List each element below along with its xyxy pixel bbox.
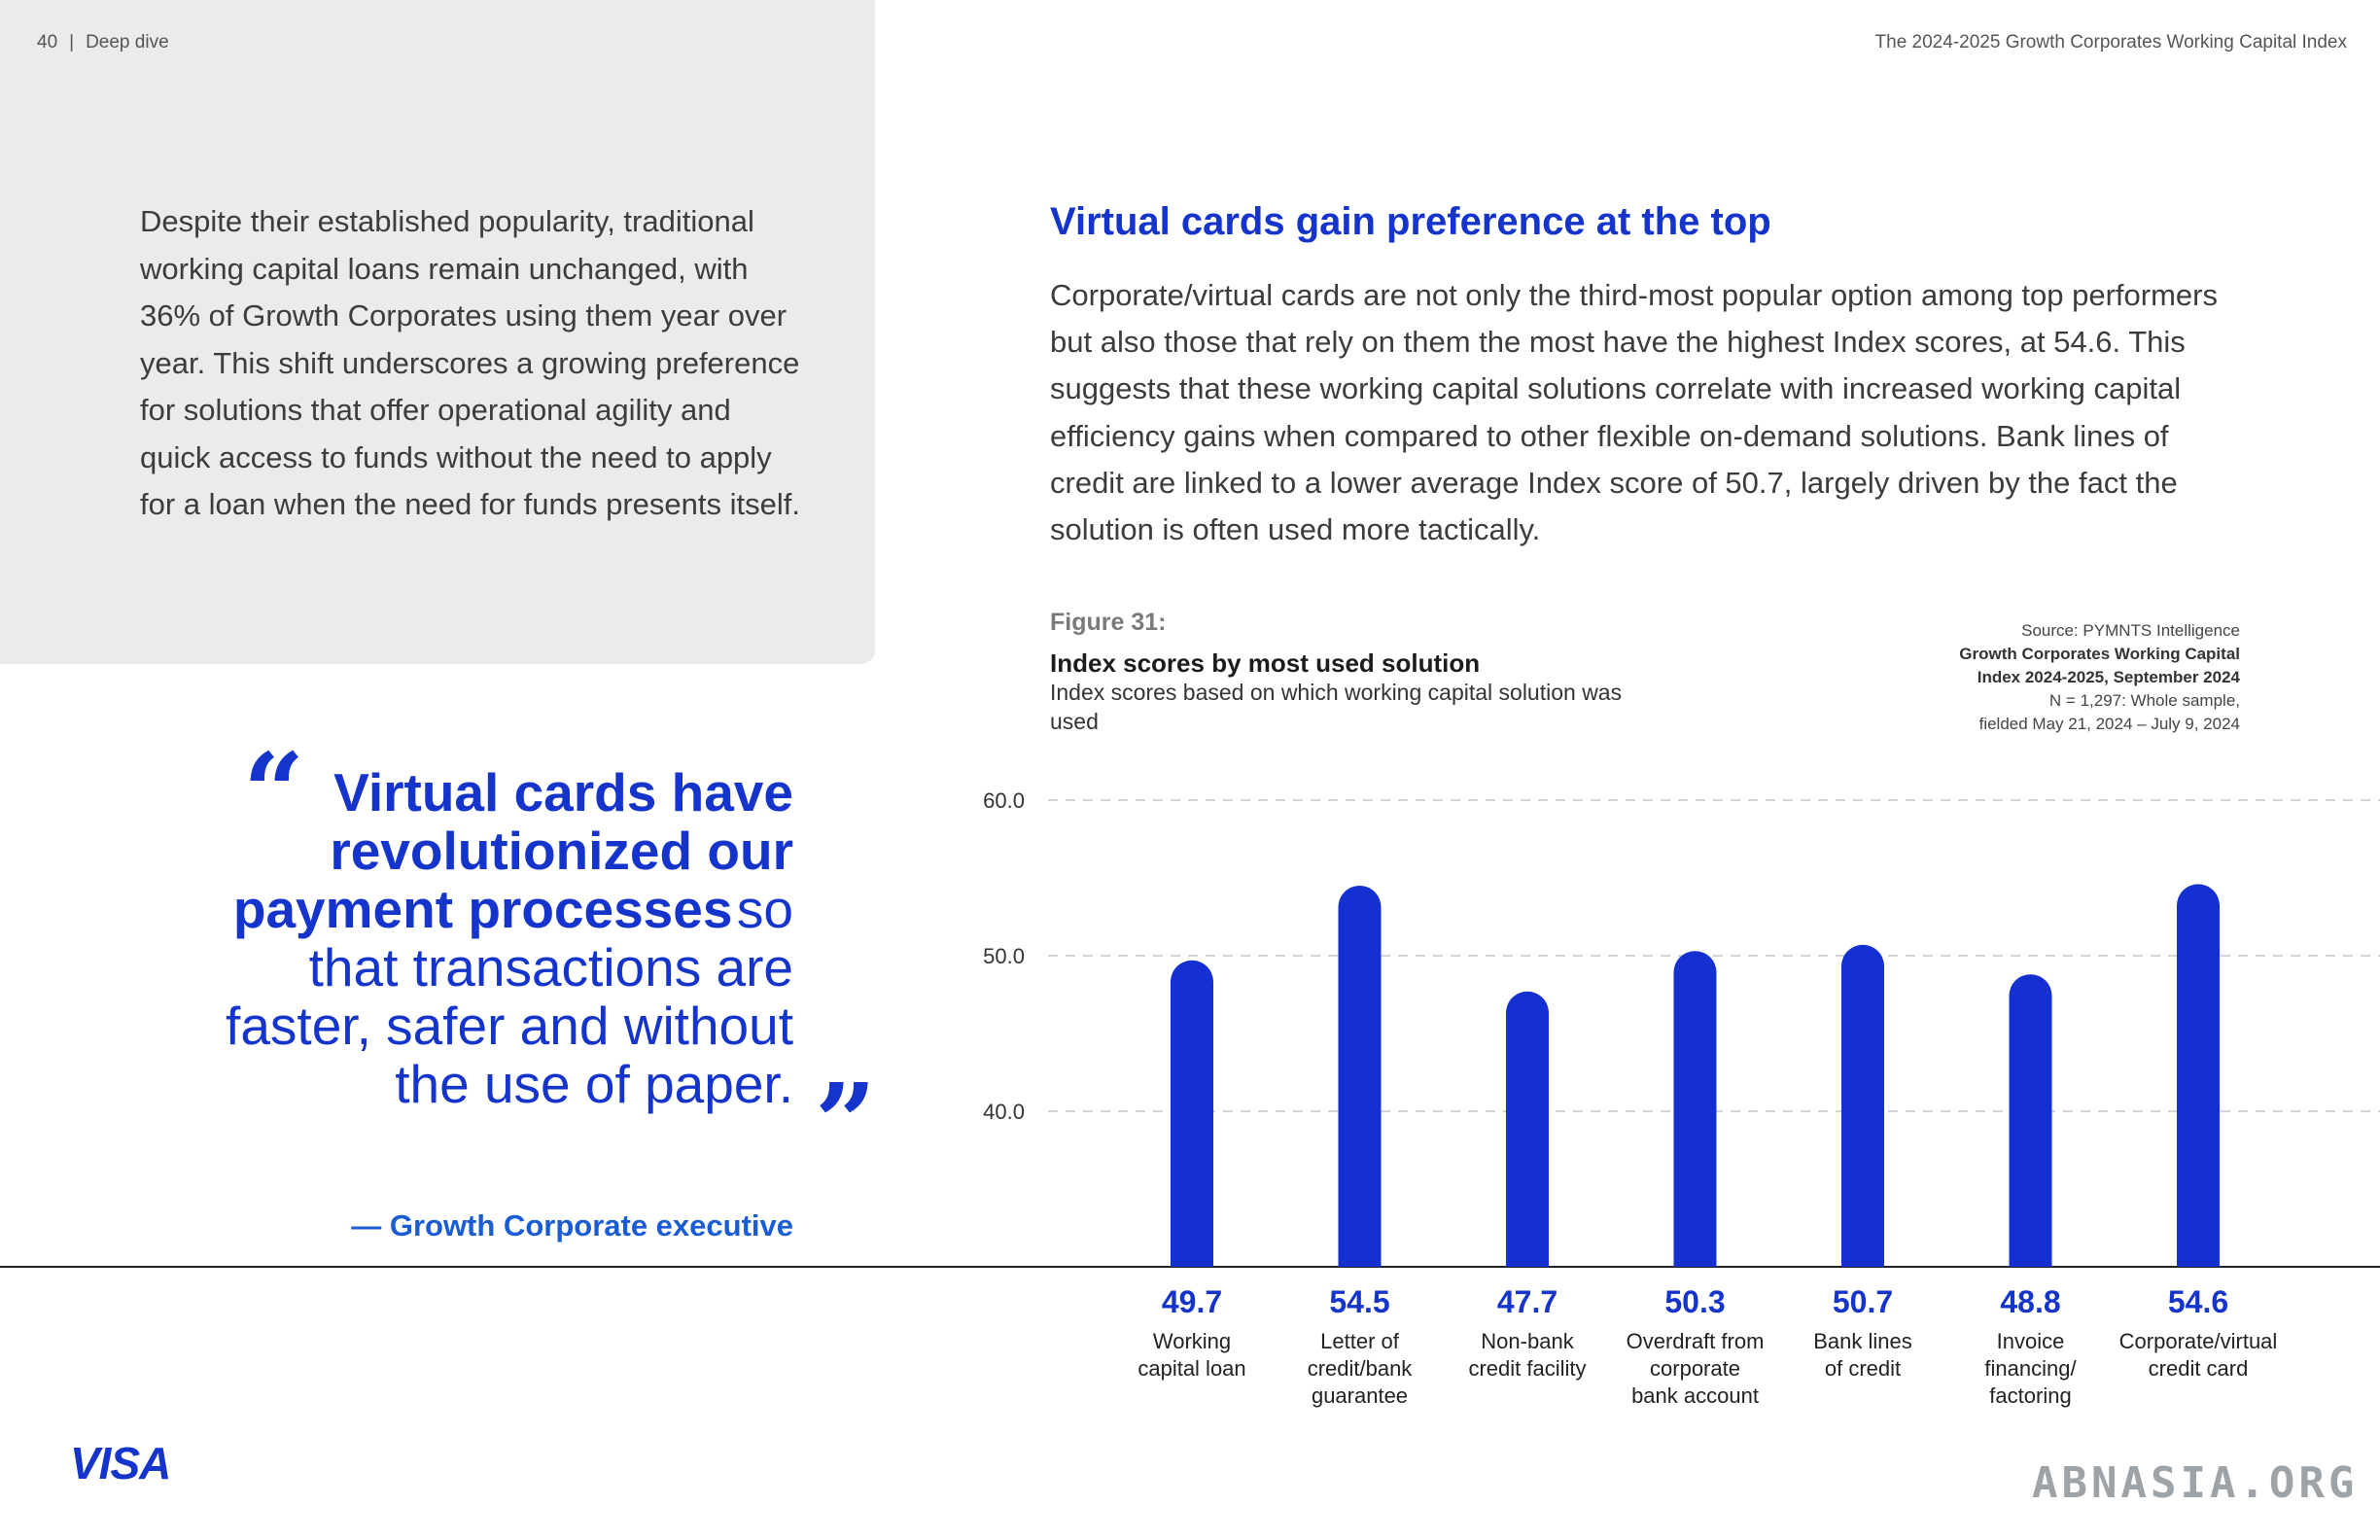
header-separator: |	[69, 32, 75, 52]
quote-light-text: so that transactions are faster, safer a…	[226, 879, 793, 1114]
bar	[1506, 991, 1549, 1267]
data-label: 50.3	[1664, 1284, 1725, 1319]
category-label: credit/bank	[1308, 1356, 1414, 1381]
category-label: guarantee	[1312, 1383, 1408, 1408]
close-quote-mark: ”	[815, 1060, 877, 1185]
data-label: 50.7	[1833, 1284, 1893, 1319]
data-label: 49.7	[1162, 1284, 1222, 1319]
category-label: Non-bank	[1481, 1329, 1574, 1353]
section-body: Corporate/virtual cards are not only the…	[1050, 278, 2218, 547]
y-tick-label: 40.0	[983, 1100, 1025, 1124]
category-label: Bank lines	[1813, 1329, 1912, 1353]
bar	[1171, 960, 1213, 1267]
source-line-bold: Index 2024-2025, September 2024	[1977, 668, 2240, 686]
data-label: 48.8	[2000, 1284, 2060, 1319]
category-label: capital loan	[1138, 1356, 1245, 1381]
category-label: Corporate/virtual	[2119, 1329, 2278, 1353]
report-title: The 2024-2025 Growth Corporates Working …	[1874, 32, 2347, 52]
bar	[2009, 974, 2052, 1267]
y-tick-label: 60.0	[983, 788, 1025, 813]
category-label: of credit	[1825, 1356, 1901, 1381]
bar	[1841, 944, 1884, 1267]
category-label: bank account	[1631, 1383, 1759, 1408]
page-number: 40	[37, 32, 58, 52]
intro-text: Despite their established popularity, tr…	[140, 204, 800, 521]
bar	[2177, 884, 2220, 1267]
section-name: Deep dive	[86, 32, 169, 52]
category-label: financing/	[1984, 1356, 2077, 1381]
data-label: 54.6	[2168, 1284, 2228, 1319]
figure-subtitle: Index scores based on which working capi…	[1050, 680, 1623, 734]
y-tick-label: 50.0	[983, 944, 1025, 968]
category-label: corporate	[1650, 1356, 1740, 1381]
category-label: Working	[1153, 1329, 1231, 1353]
bar	[1673, 951, 1717, 1267]
category-label: credit card	[2149, 1356, 2249, 1381]
visa-logo: VISA	[70, 1438, 171, 1488]
category-label: Letter of	[1320, 1329, 1400, 1353]
source-line: fielded May 21, 2024 – July 9, 2024	[1978, 715, 2240, 733]
category-label: factoring	[1989, 1383, 2071, 1408]
source-line: N = 1,297: Whole sample,	[2048, 691, 2240, 710]
figure-label: Figure 31:	[1050, 609, 1167, 636]
bar	[1338, 886, 1382, 1267]
pull-quote: Virtual cards have revolutionized our pa…	[194, 763, 793, 1113]
data-label: 54.5	[1329, 1284, 1389, 1319]
source-line-bold: Growth Corporates Working Capital	[1959, 645, 2240, 663]
data-label: 47.7	[1497, 1284, 1558, 1319]
section-title: Virtual cards gain preference at the top	[1050, 200, 1771, 243]
figure-source: Source: PYMNTS Intelligence Growth Corpo…	[1832, 619, 2240, 736]
intro-panel	[0, 0, 875, 664]
category-label: Invoice	[1997, 1329, 2065, 1353]
page-header-left: 40 | Deep dive	[37, 32, 169, 53]
category-label: Overdraft from	[1627, 1329, 1765, 1353]
quote-bold-text: Virtual cards have revolutionized our pa…	[232, 762, 793, 939]
open-quote-mark: “	[243, 729, 305, 855]
figure-title: Index scores by most used solution	[1050, 648, 1481, 678]
category-label: credit facility	[1468, 1356, 1586, 1381]
watermark: ABNASIA.ORG	[2032, 1458, 2359, 1508]
quote-attribution: — Growth Corporate executive	[351, 1208, 793, 1242]
source-line: Source: PYMNTS Intelligence	[2021, 621, 2240, 640]
